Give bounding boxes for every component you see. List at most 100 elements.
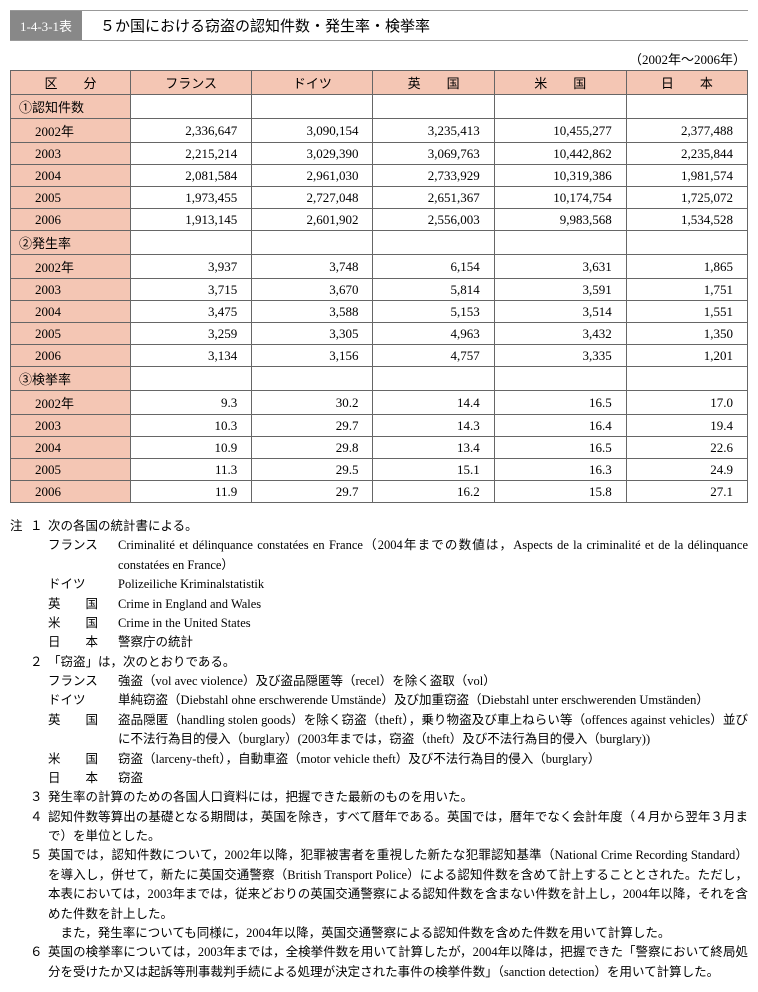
data-cell: 2,235,844: [626, 143, 747, 165]
year-label: 2004: [11, 437, 131, 459]
data-cell: 11.9: [131, 481, 252, 503]
empty-cell: [252, 367, 373, 391]
empty-cell: [252, 95, 373, 119]
data-cell: 16.2: [373, 481, 494, 503]
data-cell: 1,201: [626, 345, 747, 367]
data-cell: 19.4: [626, 415, 747, 437]
data-cell: 5,814: [373, 279, 494, 301]
empty-cell: [373, 95, 494, 119]
data-cell: 4,757: [373, 345, 494, 367]
data-cell: 10.9: [131, 437, 252, 459]
note-text: 次の各国の統計書による。: [48, 517, 748, 536]
data-cell: 2,377,488: [626, 119, 747, 143]
source-text: 強盗（vol avec violence）及び盗品隠匿等（recel）を除く盗取…: [118, 672, 748, 691]
note-text: 「窃盗」は，次のとおりである。: [48, 653, 748, 672]
data-cell: 1,534,528: [626, 209, 747, 231]
data-cell: 2,215,214: [131, 143, 252, 165]
note-lead: [10, 943, 30, 982]
table-title: ５か国における窃盗の認知件数・発生率・検挙率: [82, 11, 748, 40]
data-cell: 1,981,574: [626, 165, 747, 187]
footnotes: 注１次の各国の統計書による。フランスCriminalité et délinqu…: [10, 517, 748, 982]
source-text: 警察庁の統計: [118, 633, 748, 652]
note-lead: [10, 808, 30, 847]
year-label: 2004: [11, 301, 131, 323]
source-text: 盗品隠匿（handling stolen goods）を除く窃盗（theft），…: [118, 711, 748, 750]
data-cell: 3,432: [494, 323, 626, 345]
source-text: 単純窃盗（Diebstahl ohne erschwerende Umständ…: [118, 691, 748, 710]
data-cell: 3,631: [494, 255, 626, 279]
data-cell: 9,983,568: [494, 209, 626, 231]
data-cell: 3,588: [252, 301, 373, 323]
year-label: 2003: [11, 143, 131, 165]
data-cell: 17.0: [626, 391, 747, 415]
source-text: Criminalité et délinquance constatées en…: [118, 536, 748, 575]
data-cell: 3,937: [131, 255, 252, 279]
column-header: 区 分: [11, 71, 131, 95]
source-country: フランス: [48, 536, 118, 575]
note-lead: 注: [10, 517, 30, 536]
data-cell: 1,751: [626, 279, 747, 301]
data-cell: 1,973,455: [131, 187, 252, 209]
year-label: 2003: [11, 415, 131, 437]
source-text: 窃盗: [118, 769, 748, 788]
data-cell: 10,174,754: [494, 187, 626, 209]
data-table: 区 分フランスドイツ英 国米 国日 本 ①認知件数2002年2,336,6473…: [10, 70, 748, 503]
source-country: 日 本: [48, 769, 118, 788]
source-country: フランス: [48, 672, 118, 691]
data-cell: 2,961,030: [252, 165, 373, 187]
data-cell: 2,727,048: [252, 187, 373, 209]
data-cell: 2,733,929: [373, 165, 494, 187]
data-cell: 15.8: [494, 481, 626, 503]
year-label: 2002年: [11, 255, 131, 279]
data-cell: 2,081,584: [131, 165, 252, 187]
source-country: 英 国: [48, 711, 118, 750]
data-cell: 16.4: [494, 415, 626, 437]
column-header: ドイツ: [252, 71, 373, 95]
year-label: 2005: [11, 323, 131, 345]
data-cell: 1,865: [626, 255, 747, 279]
data-cell: 3,748: [252, 255, 373, 279]
year-label: 2002年: [11, 391, 131, 415]
data-cell: 3,475: [131, 301, 252, 323]
data-cell: 3,670: [252, 279, 373, 301]
year-label: 2005: [11, 187, 131, 209]
empty-cell: [626, 231, 747, 255]
year-label: 2006: [11, 209, 131, 231]
empty-cell: [494, 95, 626, 119]
source-text: Crime in England and Wales: [118, 595, 748, 614]
data-cell: 10.3: [131, 415, 252, 437]
year-label: 2005: [11, 459, 131, 481]
source-country: 英 国: [48, 595, 118, 614]
data-cell: 2,651,367: [373, 187, 494, 209]
year-label: 2004: [11, 165, 131, 187]
table-number-tag: 1-4-3-1表: [10, 11, 82, 40]
column-header: 米 国: [494, 71, 626, 95]
data-cell: 1,725,072: [626, 187, 747, 209]
source-text: Polizeiliche Kriminalstatistik: [118, 575, 748, 594]
data-cell: 11.3: [131, 459, 252, 481]
empty-cell: [494, 231, 626, 255]
data-cell: 14.3: [373, 415, 494, 437]
data-cell: 3,305: [252, 323, 373, 345]
data-cell: 10,455,277: [494, 119, 626, 143]
data-cell: 9.3: [131, 391, 252, 415]
note-text: 英国では，認知件数について，2002年以降，犯罪被害者を重視した新たな犯罪認知基…: [48, 846, 748, 924]
source-country: ドイツ: [48, 575, 118, 594]
data-cell: 3,514: [494, 301, 626, 323]
data-cell: 3,134: [131, 345, 252, 367]
note-number: ３: [30, 788, 48, 807]
data-cell: 3,156: [252, 345, 373, 367]
data-cell: 10,442,862: [494, 143, 626, 165]
data-cell: 30.2: [252, 391, 373, 415]
data-cell: 13.4: [373, 437, 494, 459]
note-text: 認知件数等算出の基礎となる期間は，英国を除き，すべて暦年である。英国では，暦年で…: [48, 808, 748, 847]
data-cell: 6,154: [373, 255, 494, 279]
year-label: 2006: [11, 481, 131, 503]
data-cell: 29.7: [252, 415, 373, 437]
note-text: 発生率の計算のための各国人口資料には，把握できた最新のものを用いた。: [48, 788, 748, 807]
column-header: 英 国: [373, 71, 494, 95]
section-header: ③検挙率: [11, 367, 131, 391]
data-cell: 16.5: [494, 391, 626, 415]
period-label: （2002年～2006年）: [10, 49, 746, 68]
source-country: ドイツ: [48, 691, 118, 710]
